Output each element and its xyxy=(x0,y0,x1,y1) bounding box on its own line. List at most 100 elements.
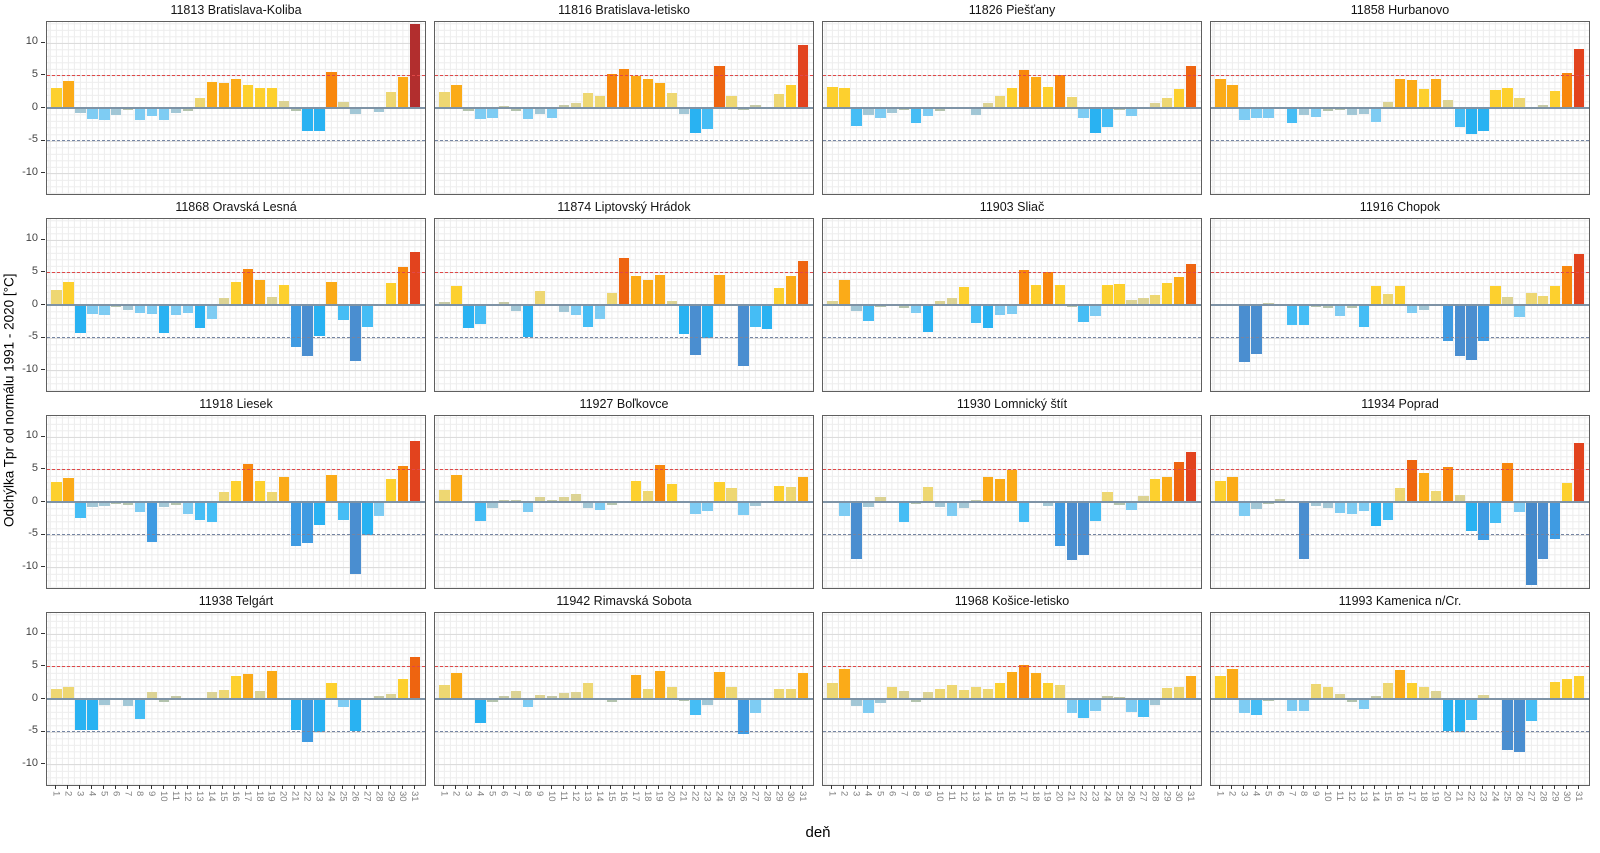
bar-day-11 xyxy=(170,502,182,505)
bar-day-27 xyxy=(1526,699,1537,721)
bar-day-24 xyxy=(714,671,725,699)
x-tick-mark xyxy=(962,785,964,789)
x-tick-label: 3 xyxy=(850,791,862,797)
ref-line-plus5 xyxy=(823,468,1201,470)
x-tick-mark xyxy=(318,785,320,789)
gridline-major xyxy=(1211,666,1589,668)
facet-title: 11993 Kamenica n/Cr. xyxy=(1338,594,1462,608)
bar-day-8 xyxy=(135,108,146,120)
ref-line-plus5 xyxy=(1211,665,1589,667)
bar-day-21 xyxy=(678,699,689,701)
bar-day-24 xyxy=(1490,502,1501,523)
bar-day-11 xyxy=(1334,502,1346,514)
bar-day-15 xyxy=(218,689,230,699)
x-tick-mark xyxy=(622,785,624,789)
gridline-major xyxy=(435,666,813,668)
bar-day-10 xyxy=(547,108,558,118)
ref-line-plus5 xyxy=(47,468,425,470)
bar-day-1 xyxy=(1215,480,1226,502)
bar-day-7 xyxy=(511,108,522,111)
x-tick-mark xyxy=(538,785,540,789)
x-tick-label: 22 xyxy=(1465,791,1477,802)
zero-line xyxy=(47,107,425,109)
bar-day-22 xyxy=(690,502,701,514)
x-tick-mark xyxy=(401,785,403,789)
bar-day-8 xyxy=(911,502,922,504)
x-tick-label: 4 xyxy=(86,791,98,797)
x-tick-label: 17 xyxy=(629,791,641,802)
x-tick-mark xyxy=(938,785,940,789)
bar-day-12 xyxy=(570,103,582,108)
bar-day-30 xyxy=(398,465,409,502)
x-tick-mark xyxy=(174,785,176,789)
bar-day-1 xyxy=(1215,676,1226,699)
x-tick-label: 4 xyxy=(862,791,874,797)
x-tick-label: 1 xyxy=(50,791,62,797)
x-tick-label: 6 xyxy=(110,791,122,797)
plot-area xyxy=(46,21,426,195)
y-tick-label: -10 xyxy=(22,362,38,375)
x-tick-label: 31 xyxy=(797,791,809,802)
x-tick-label: 19 xyxy=(265,791,277,802)
y-tick-mark xyxy=(41,665,45,667)
bar-day-22 xyxy=(690,699,701,715)
x-tick-mark xyxy=(586,785,588,789)
x-tick-label: 8 xyxy=(134,791,146,797)
x-tick-mark xyxy=(902,785,904,789)
bar-day-21 xyxy=(678,108,689,114)
x-tick-label: 21 xyxy=(289,791,301,802)
bar-day-2 xyxy=(63,282,74,305)
bar-day-10 xyxy=(1323,108,1334,112)
bar-day-9 xyxy=(535,108,546,114)
bar-day-21 xyxy=(1454,108,1465,127)
x-tick-mark xyxy=(306,785,308,789)
bar-day-9 xyxy=(147,108,158,117)
bar-day-24 xyxy=(714,65,725,108)
bar-day-22 xyxy=(1078,305,1089,322)
bar-day-29 xyxy=(386,92,397,108)
bar-day-10 xyxy=(159,502,170,507)
bar-day-25 xyxy=(726,95,737,108)
plot-area xyxy=(1210,218,1590,392)
gridline-major xyxy=(1211,469,1589,471)
ref-line-plus5 xyxy=(823,665,1201,667)
bar-day-13 xyxy=(970,108,982,115)
gridline-major xyxy=(823,534,1201,536)
bar-day-9 xyxy=(1311,108,1322,118)
x-tick-mark xyxy=(258,785,260,789)
x-tick-mark xyxy=(1046,785,1048,789)
gridline-major xyxy=(435,337,813,339)
zero-line xyxy=(435,501,813,503)
x-tick-mark xyxy=(1458,785,1460,789)
bar-day-11 xyxy=(558,496,570,502)
x-tick-label: 26 xyxy=(1125,791,1137,802)
x-tick-mark xyxy=(78,785,80,789)
bar-day-19 xyxy=(1042,682,1053,699)
bar-day-20 xyxy=(1442,699,1453,731)
bar-day-1 xyxy=(51,88,62,108)
plot-area xyxy=(46,218,426,392)
x-tick-mark xyxy=(1386,785,1388,789)
x-tick-label: 10 xyxy=(158,791,170,802)
bar-day-23 xyxy=(1478,305,1489,342)
x-tick-label: 17 xyxy=(1017,791,1029,802)
bar-day-5 xyxy=(1263,108,1274,119)
bar-day-7 xyxy=(123,305,134,311)
bar-day-22 xyxy=(1078,502,1089,556)
y-tick-mark xyxy=(41,698,45,699)
x-tick-mark xyxy=(1553,785,1555,789)
bar-day-5 xyxy=(487,699,498,702)
bar-day-17 xyxy=(1406,682,1417,699)
x-tick-label: 24 xyxy=(1101,791,1113,802)
x-tick-label: 3 xyxy=(1238,791,1250,797)
gridline-major xyxy=(1211,272,1589,274)
x-tick-label: 24 xyxy=(325,791,337,802)
bar-day-17 xyxy=(242,85,253,108)
x-tick-label: 27 xyxy=(1525,791,1537,802)
bar-day-15 xyxy=(606,74,618,108)
bar-day-30 xyxy=(786,689,797,699)
plot-area xyxy=(434,218,814,392)
x-tick-mark xyxy=(413,785,415,789)
gridline-major xyxy=(1211,731,1589,733)
x-tick-label: 30 xyxy=(785,791,797,802)
